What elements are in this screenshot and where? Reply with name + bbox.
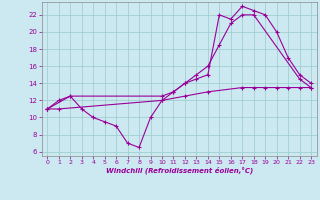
X-axis label: Windchill (Refroidissement éolien,°C): Windchill (Refroidissement éolien,°C) (106, 167, 253, 174)
